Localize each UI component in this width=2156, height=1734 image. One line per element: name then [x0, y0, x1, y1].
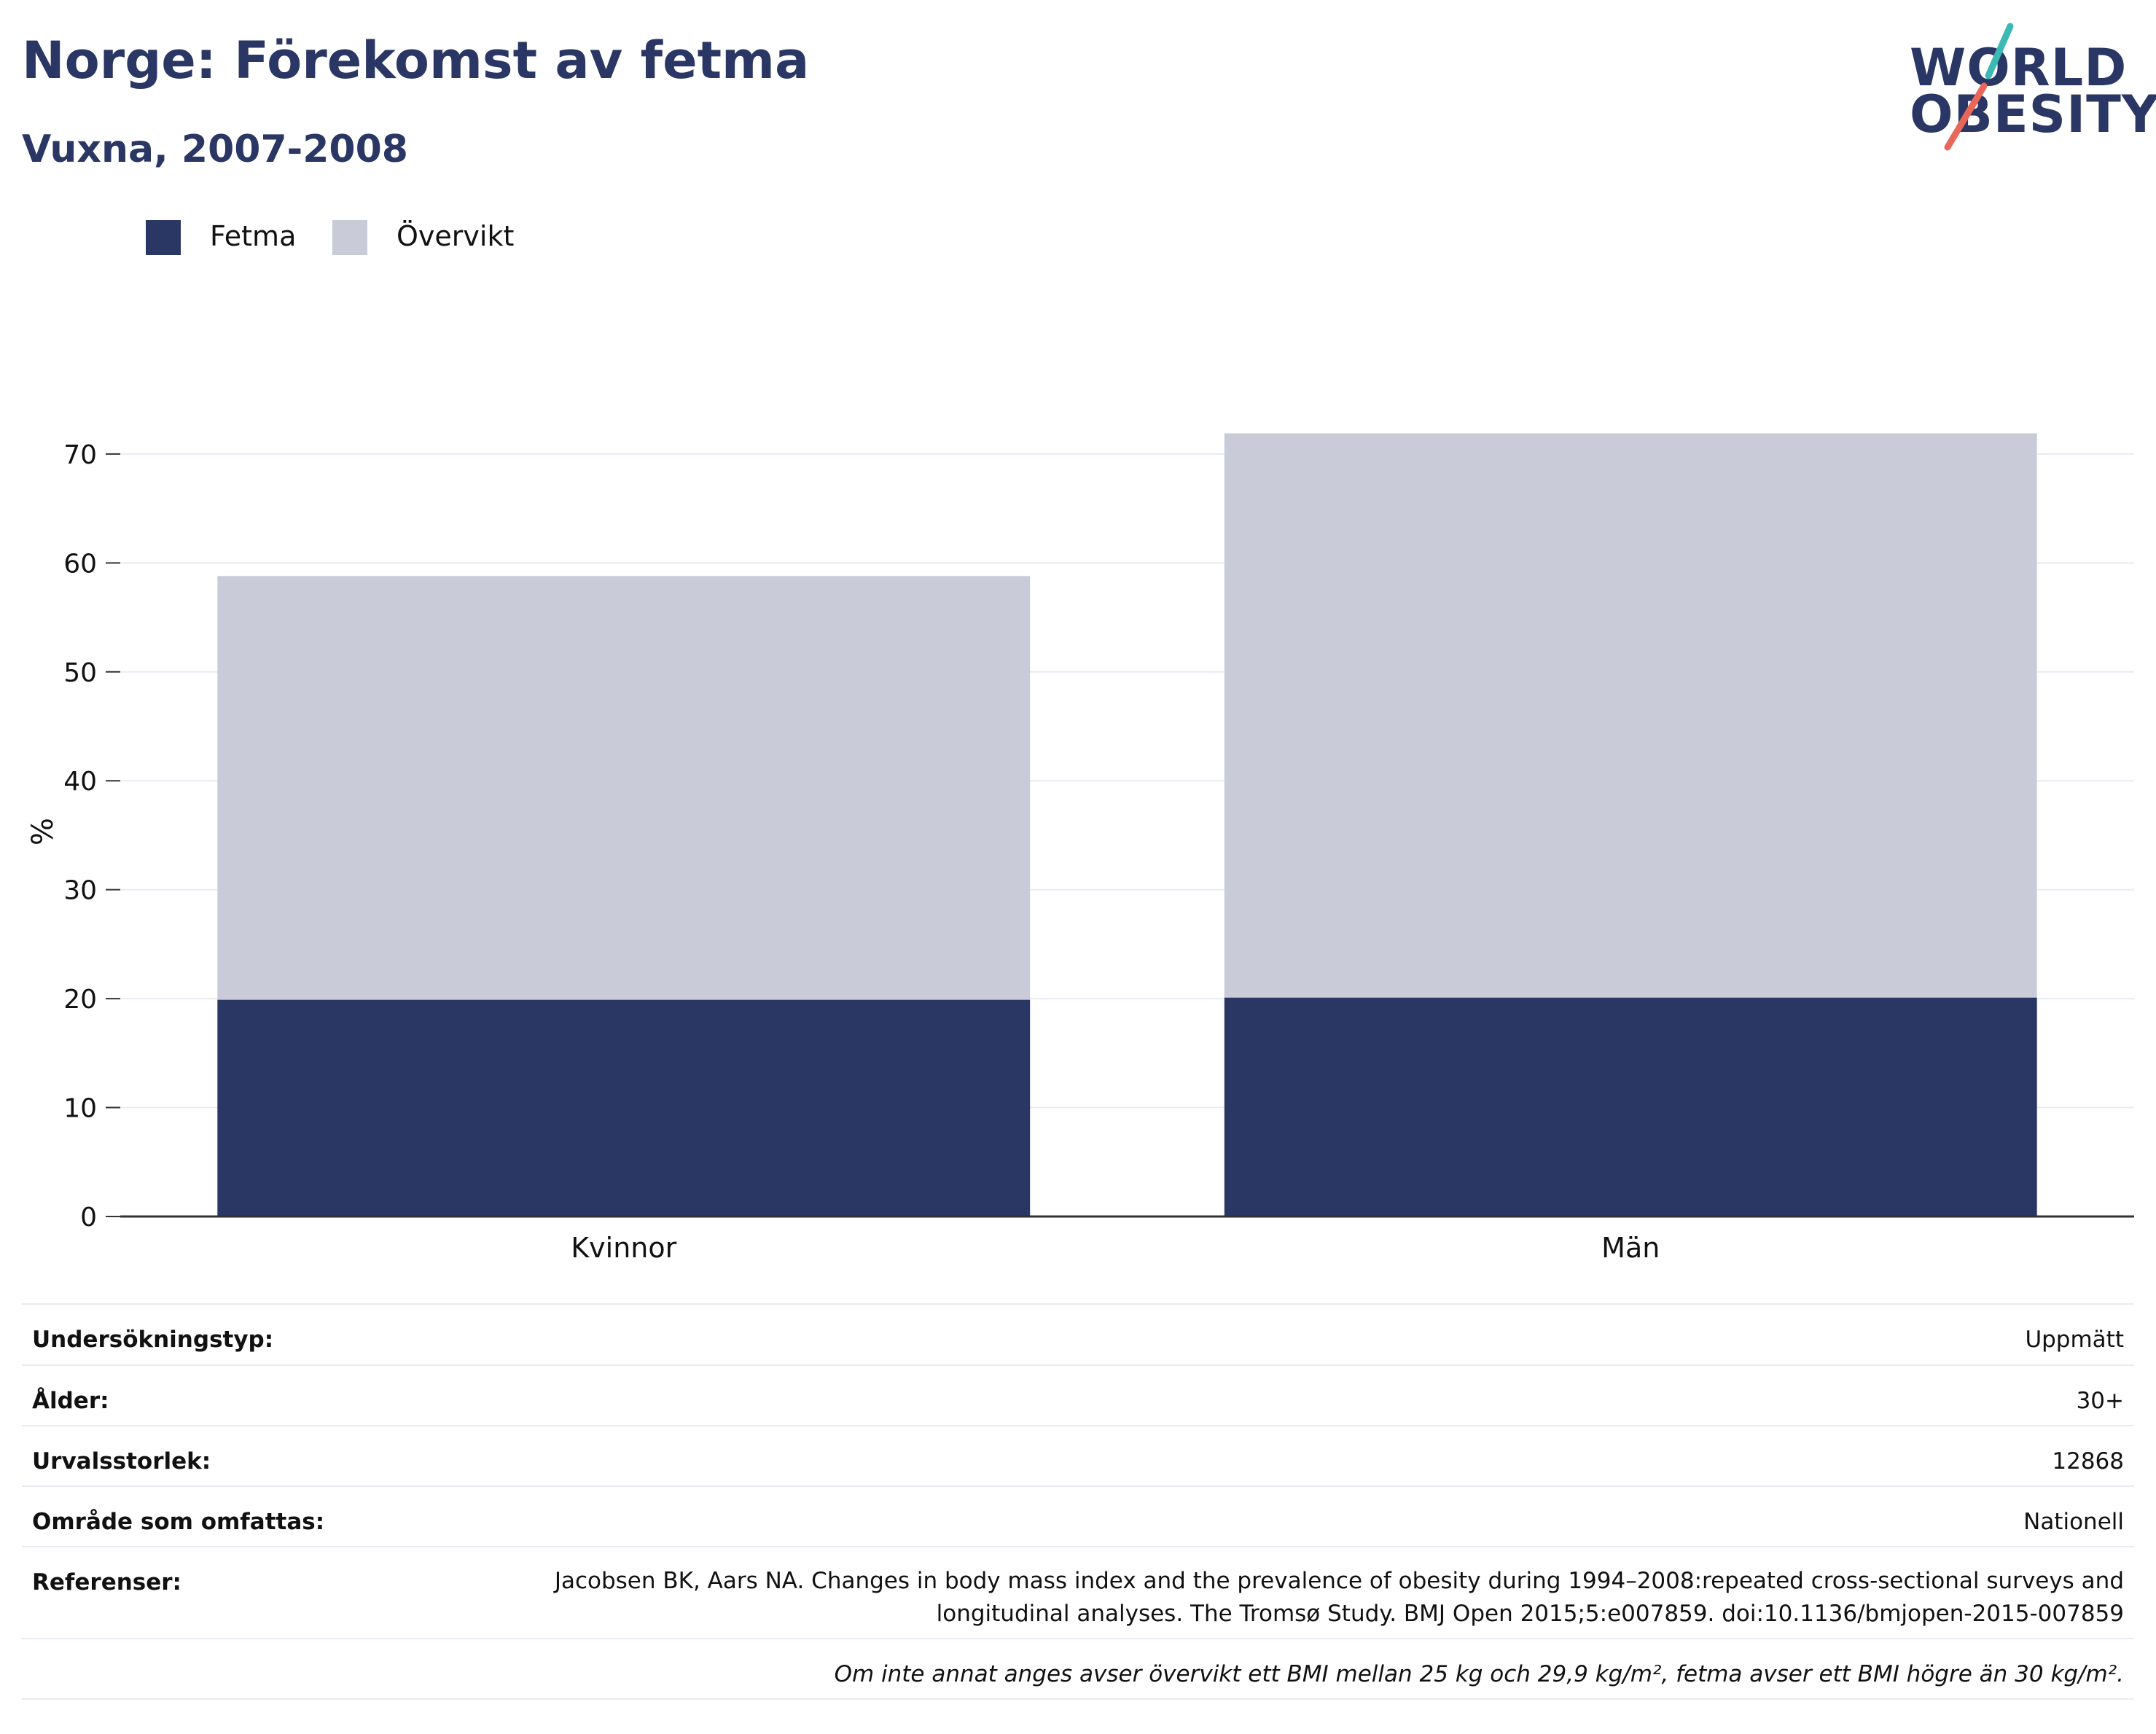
legend-swatch-fetma	[146, 220, 181, 255]
bar-overvikt-man	[1224, 433, 2037, 998]
info-value: Nationell	[2023, 1509, 2124, 1535]
y-tick-label: 30	[63, 876, 97, 906]
y-tick-label: 40	[63, 767, 97, 797]
info-value: Uppmätt	[2025, 1327, 2124, 1353]
legend-label-fetma: Fetma	[210, 220, 297, 252]
info-value: 30+	[2076, 1388, 2124, 1414]
bar-fetma-kvinnor	[217, 999, 1031, 1216]
chart-subtitle: Vuxna, 2007-2008	[22, 128, 408, 171]
info-key: Referenser:	[32, 1569, 181, 1596]
y-tick-label: 70	[63, 440, 97, 470]
y-tick-label: 0	[80, 1203, 97, 1233]
info-row-age: Ålder: 30+	[22, 1364, 2134, 1425]
info-key: Urvalsstorlek:	[32, 1448, 211, 1475]
info-row-sample-size: Urvalsstorlek: 12868	[22, 1425, 2134, 1485]
x-tick-label: Kvinnor	[571, 1232, 676, 1264]
y-tick-label: 60	[63, 549, 97, 579]
chart-title: Norge: Förekomst av fetma	[22, 31, 810, 90]
y-tick-label: 10	[63, 1094, 97, 1124]
bmi-note: Om inte annat anges avser övervikt ett B…	[834, 1661, 2124, 1687]
info-key: Ålder:	[32, 1388, 109, 1414]
logo-slash-icon	[1944, 23, 2014, 151]
info-key: Undersökningstyp:	[32, 1327, 274, 1353]
y-tick-label: 20	[63, 985, 97, 1015]
info-row-note: Om inte annat anges avser övervikt ett B…	[22, 1638, 2134, 1698]
info-key: Område som omfattas:	[32, 1509, 325, 1535]
y-axis-label: %	[26, 818, 60, 845]
logo-line-1: WORLD	[1910, 38, 2128, 98]
info-bottom-divider	[22, 1698, 2134, 1700]
info-row-references: Referenser: Jacobsen BK, Aars NA. Change…	[22, 1546, 2134, 1638]
x-tick-label: Män	[1601, 1232, 1660, 1264]
bar-fetma-man	[1224, 997, 2037, 1216]
logo-line-2: OBESITY	[1910, 85, 2156, 144]
legend-swatch-overvikt	[332, 220, 367, 255]
references-text: Jacobsen BK, Aars NA. Changes in body ma…	[554, 1568, 2124, 1627]
bar-chart: Kvinnor Män 0 10 20 30 40 50 60 70%	[26, 433, 2134, 1264]
info-row-survey-type: Undersökningstyp: Uppmätt	[22, 1303, 2134, 1364]
y-tick-label: 50	[63, 658, 97, 688]
bar-overvikt-kvinnor	[217, 576, 1031, 1000]
survey-info-table: Undersökningstyp: Uppmätt Ålder: 30+ Urv…	[22, 1303, 2134, 1700]
legend-label-overvikt: Övervikt	[397, 220, 515, 252]
world-obesity-logo: WORLD OBESITY	[1902, 22, 2156, 153]
info-value: 12868	[2052, 1448, 2124, 1475]
info-row-area: Område som omfattas: Nationell	[22, 1485, 2134, 1546]
